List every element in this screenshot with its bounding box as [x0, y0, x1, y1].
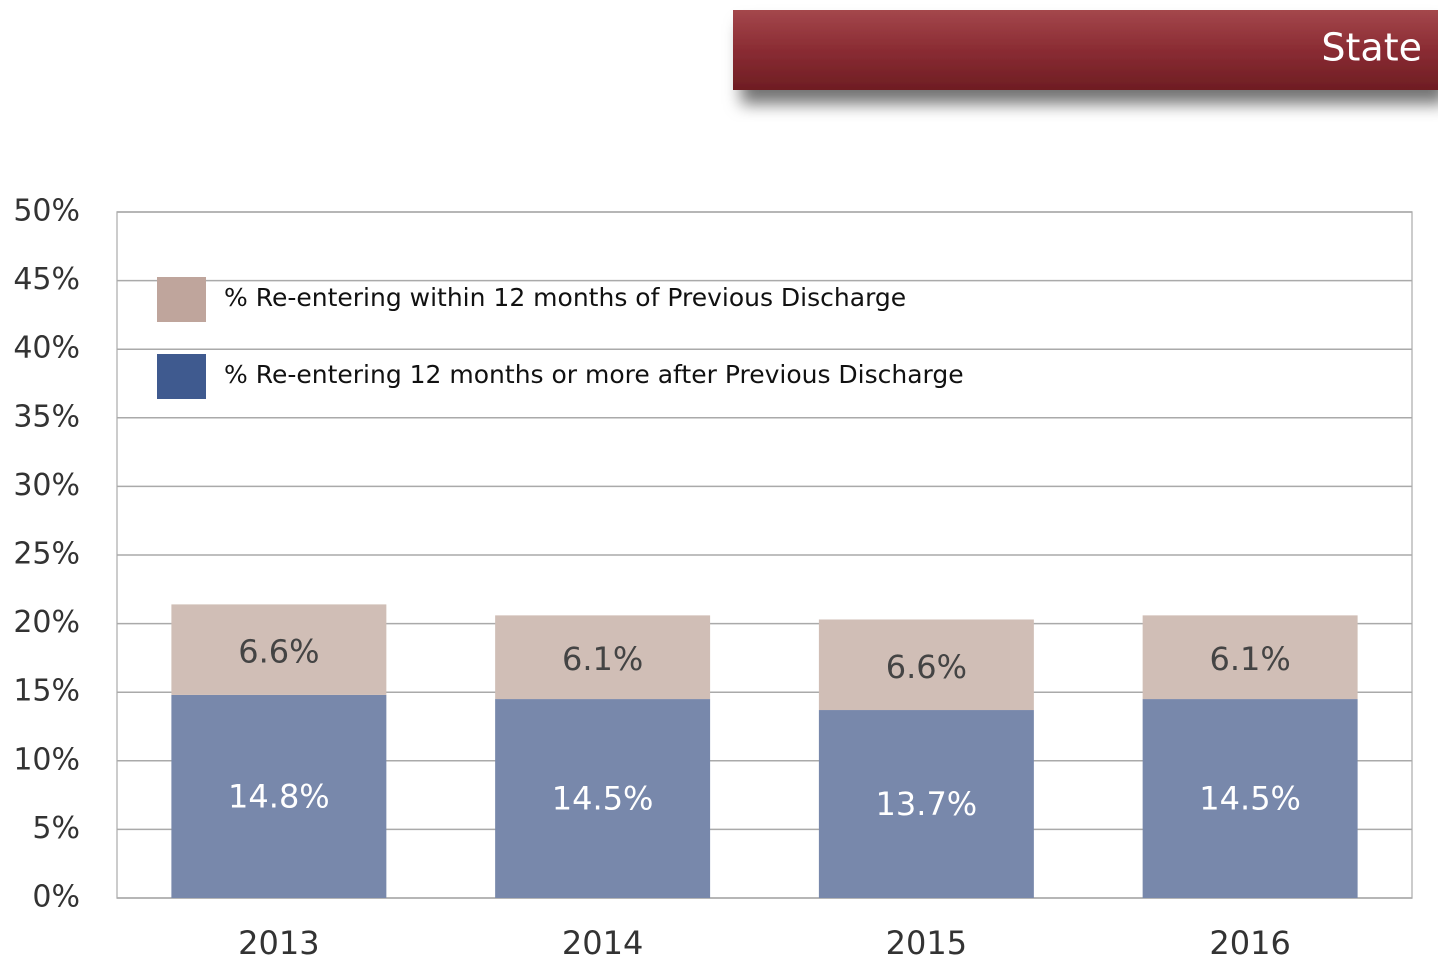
chart-title: State — [1321, 26, 1422, 70]
y-tick-label: 10% — [13, 742, 80, 777]
y-tick-label: 35% — [13, 399, 80, 434]
data-label: 6.1% — [1209, 640, 1290, 678]
bar-segment — [818, 710, 1034, 898]
legend-label: % Re-entering within 12 months of Previo… — [224, 283, 906, 312]
bar-segment — [1142, 699, 1358, 898]
legend-swatch — [157, 277, 206, 322]
bar-segment — [495, 615, 711, 700]
y-tick-label: 50% — [13, 194, 80, 229]
data-label: 6.1% — [562, 640, 643, 678]
bar-segment — [171, 694, 387, 898]
data-label: 14.5% — [1199, 780, 1301, 818]
data-label: 14.8% — [228, 777, 330, 815]
title-banner — [733, 10, 1438, 90]
data-label: 6.6% — [886, 648, 967, 686]
bar-segment — [818, 619, 1034, 711]
x-tick-label: 2015 — [886, 924, 967, 962]
x-tick-label: 2016 — [1209, 924, 1290, 962]
y-tick-label: 45% — [13, 262, 80, 297]
bar-segment — [495, 699, 711, 898]
data-label: 6.6% — [238, 633, 319, 671]
legend-swatch — [157, 354, 206, 399]
y-tick-label: 40% — [13, 331, 80, 366]
y-tick-label: 5% — [32, 811, 80, 846]
data-label: 13.7% — [876, 785, 978, 823]
x-tick-label: 2013 — [238, 924, 319, 962]
y-tick-label: 30% — [13, 468, 80, 503]
y-tick-label: 15% — [13, 674, 80, 709]
y-tick-label: 25% — [13, 537, 80, 572]
bar-segment — [1142, 615, 1358, 700]
bar-segment — [171, 604, 387, 695]
legend-label: % Re-entering 12 months or more after Pr… — [224, 360, 964, 389]
y-tick-label: 0% — [32, 880, 80, 915]
y-tick-label: 20% — [13, 605, 80, 640]
x-tick-label: 2014 — [562, 924, 643, 962]
data-label: 14.5% — [552, 780, 654, 818]
